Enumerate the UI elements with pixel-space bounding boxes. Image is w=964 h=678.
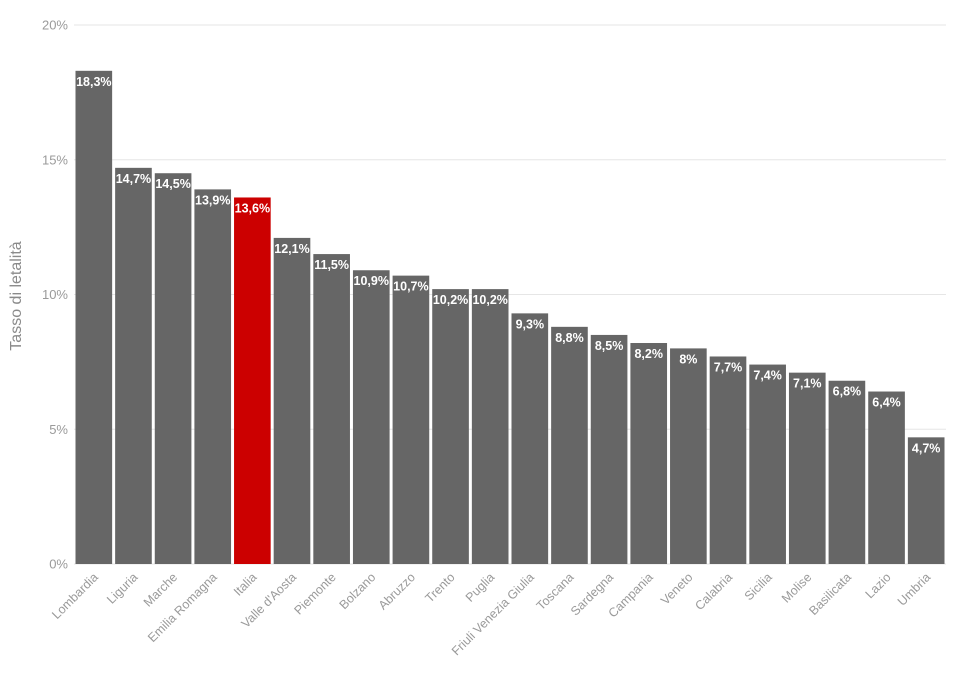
bar [352,270,390,564]
bar [313,254,350,564]
x-tick-label: Puglia [463,570,498,605]
data-label: 7,1% [793,377,822,391]
y-tick-label: 0% [49,557,68,572]
data-label: 8,5% [595,339,624,353]
data-label: 11,5% [314,258,349,272]
y-axis-title: Tasso di letalità [8,241,25,350]
bar [75,70,113,564]
data-label: 10,7% [393,280,428,294]
data-label: 18,3% [76,75,111,89]
bar [551,326,588,564]
bar [511,313,549,564]
data-label: 10,9% [354,274,389,288]
data-label: 8,8% [555,331,584,345]
x-tick-label: Umbria [895,570,933,608]
bar [868,391,905,564]
x-tick-label: Molise [779,570,814,605]
data-label: 13,9% [195,193,230,207]
bar [471,289,509,564]
x-tick-label: Bolzano [337,570,379,612]
data-labels: 18,3% 14,7% 14,5% 13,9% 13,6% 12,1% 11,5% 10,9%… [76,75,940,456]
data-label: 8% [679,352,697,366]
x-tick-label: Veneto [658,570,695,607]
y-tick-label: 10% [42,287,68,302]
data-label: 9,3% [516,317,545,331]
bars [75,70,945,565]
data-label: 13,6% [235,201,270,215]
bar [392,275,430,564]
x-tick-label: Sicilia [742,570,775,603]
y-tick-label: 5% [49,422,68,437]
data-label: 10,2% [472,293,507,307]
bar [154,173,192,564]
bar [907,437,945,564]
bar [115,167,152,564]
x-tick-label: Italia [231,570,260,599]
bar [749,364,786,564]
x-tick-label: Marche [141,570,180,609]
x-tick-label: Basilicata [806,570,854,618]
bar [432,289,469,564]
data-label: 14,7% [116,172,151,186]
data-label: 10,2% [433,293,468,307]
data-label: 14,5% [155,177,190,191]
data-label: 4,7% [912,441,941,455]
bar [670,348,707,564]
y-tick-label: 15% [42,152,68,167]
bar [590,334,628,564]
bar [788,372,826,564]
data-label: 6,4% [872,396,901,410]
bar [234,197,271,565]
x-tick-label: Lombardia [49,570,101,622]
bar [828,380,866,564]
y-tick-label: 20% [42,18,68,33]
bar [709,356,747,564]
x-tick-label: Abruzzo [376,570,418,612]
data-label: 12,1% [274,242,309,256]
x-tick-label: Lazio [863,570,894,601]
data-label: 8,2% [634,347,663,361]
y-axis-ticks: 0% 5% 10% 15% 20% [42,18,68,572]
x-tick-label: Calabria [692,570,735,613]
x-tick-label: Piemonte [292,570,339,617]
data-label: 6,8% [833,385,862,399]
bar [194,189,232,564]
x-tick-label: Trento [423,570,458,605]
bar [630,343,668,564]
x-tick-label: Liguria [104,570,140,606]
bar [273,237,311,564]
data-label: 7,7% [714,360,743,374]
x-tick-label: Emilia Romagna [145,570,220,645]
data-label: 7,4% [753,369,782,383]
